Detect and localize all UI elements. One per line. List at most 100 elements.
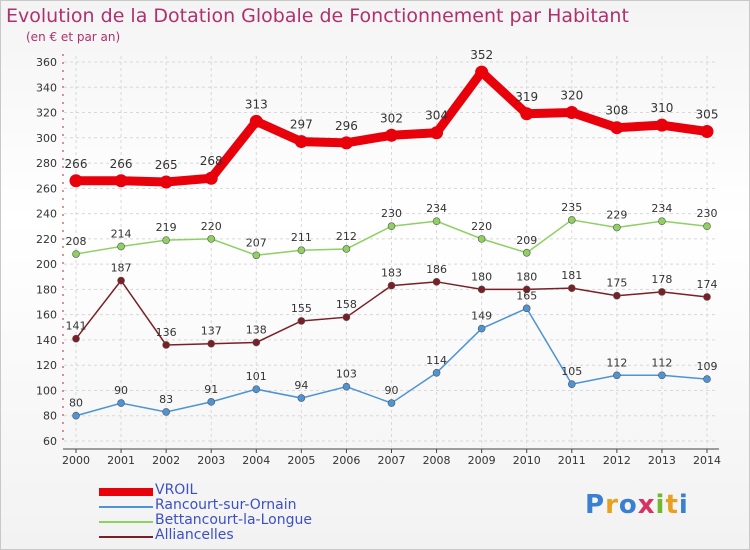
data-label: 80 (69, 397, 83, 410)
data-label: 180 (471, 270, 492, 283)
y-tick-label: 120 (36, 359, 57, 372)
point-Rancourt-sur-Ornain (613, 371, 621, 380)
legend-swatch (99, 488, 153, 496)
y-tick-label: 240 (36, 208, 57, 221)
data-label: 83 (159, 393, 173, 406)
data-label: 109 (697, 360, 718, 373)
point-Bettancourt-la-Longue (703, 222, 711, 231)
data-label: 234 (426, 202, 447, 215)
point-Bettancourt-la-Longue (207, 235, 216, 243)
point-Alliancelles (613, 291, 621, 300)
data-label: 158 (336, 298, 357, 311)
point-Alliancelles (387, 281, 396, 290)
point-Bettancourt-la-Longue (477, 235, 486, 243)
data-label: 220 (471, 220, 492, 233)
legend-label: VROIL (155, 482, 198, 498)
data-label: 235 (561, 201, 582, 214)
data-label: 105 (561, 365, 582, 378)
data-label: 149 (471, 310, 492, 323)
point-VROIL (565, 106, 579, 120)
x-tick-label: 2005 (287, 454, 315, 467)
x-tick-label: 2011 (558, 454, 586, 467)
x-tick-label: 2013 (648, 454, 676, 467)
data-label: 234 (651, 202, 672, 215)
data-label: 296 (335, 119, 358, 133)
x-tick-label: 2003 (197, 454, 225, 467)
x-tick-label: 2001 (107, 454, 135, 467)
legend-swatch (99, 521, 153, 523)
data-label: 268 (200, 154, 223, 168)
point-Rancourt-sur-Ornain (567, 380, 576, 388)
data-label: 214 (111, 227, 132, 240)
data-label: 305 (696, 107, 719, 121)
data-label: 187 (111, 262, 132, 275)
data-label: 304 (425, 109, 448, 123)
data-label: 297 (290, 118, 313, 132)
logo-letter: P (585, 490, 606, 520)
point-VROIL (159, 175, 173, 189)
data-label: 94 (294, 379, 308, 392)
point-Alliancelles (252, 338, 261, 347)
data-label: 165 (516, 289, 537, 302)
legend-label: Alliancelles (155, 527, 234, 543)
legend-swatch (99, 506, 153, 508)
y-tick-label: 300 (36, 132, 57, 145)
point-Alliancelles (162, 341, 170, 349)
point-VROIL (475, 65, 489, 79)
point-VROIL (385, 128, 398, 142)
point-VROIL (610, 121, 624, 135)
x-tick-label: 2006 (332, 454, 360, 467)
data-label: 155 (291, 302, 312, 315)
point-VROIL (204, 171, 218, 185)
point-Bettancourt-la-Longue (297, 246, 306, 255)
data-label: 265 (155, 158, 178, 172)
point-VROIL (655, 118, 669, 132)
data-label: 207 (246, 236, 267, 249)
point-Rancourt-sur-Ornain (72, 411, 80, 420)
point-Bettancourt-la-Longue (117, 242, 125, 251)
data-label: 229 (606, 208, 627, 221)
data-label: 137 (201, 325, 222, 338)
point-Bettancourt-la-Longue (613, 223, 621, 232)
point-Alliancelles (342, 313, 351, 321)
data-label: 141 (66, 320, 87, 333)
data-label: 90 (114, 384, 128, 397)
data-label: 181 (561, 269, 582, 282)
data-label: 91 (204, 383, 218, 396)
point-Rancourt-sur-Ornain (342, 382, 351, 391)
data-label: 136 (156, 326, 177, 339)
logo-letter: r (605, 490, 619, 520)
data-label: 211 (291, 231, 312, 244)
data-label: 313 (245, 97, 268, 111)
point-Bettancourt-la-Longue (342, 245, 351, 253)
point-Bettancourt-la-Longue (658, 217, 666, 225)
chart-subtitle: (en € et par an) (26, 30, 121, 44)
point-Rancourt-sur-Ornain (522, 304, 531, 313)
point-Rancourt-sur-Ornain (658, 371, 666, 380)
data-label: 219 (156, 221, 177, 234)
point-Alliancelles (522, 285, 531, 294)
point-VROIL (339, 136, 353, 150)
point-Rancourt-sur-Ornain (162, 408, 170, 416)
point-Rancourt-sur-Ornain (252, 385, 261, 394)
y-tick-label: 160 (36, 309, 57, 322)
legend-label: Rancourt-sur-Ornain (155, 497, 297, 513)
data-label: 114 (426, 354, 447, 367)
logo-letter: i (655, 490, 666, 520)
y-tick-label: 340 (36, 81, 57, 94)
data-label: 180 (516, 270, 537, 283)
x-tick-label: 2010 (513, 454, 541, 467)
data-label: 220 (201, 220, 222, 233)
y-tick-label: 140 (36, 334, 57, 347)
data-labels: 80 90 83 91 101 94 103 90 114 149 165 105 112 112 109 2… (65, 48, 719, 410)
x-tick-label: 2000 (62, 454, 90, 467)
y-tick-label: 320 (36, 107, 57, 120)
data-label: 302 (380, 111, 403, 125)
data-label: 174 (697, 278, 718, 291)
axes: 60 80 100 120 140 160 180 200 220 240 260 280 300 320… (36, 54, 721, 467)
point-Bettancourt-la-Longue (162, 236, 170, 244)
point-Rancourt-sur-Ornain (477, 324, 486, 333)
x-tick-label: 2009 (468, 454, 496, 467)
point-VROIL (294, 135, 308, 149)
y-tick-label: 180 (36, 283, 57, 296)
